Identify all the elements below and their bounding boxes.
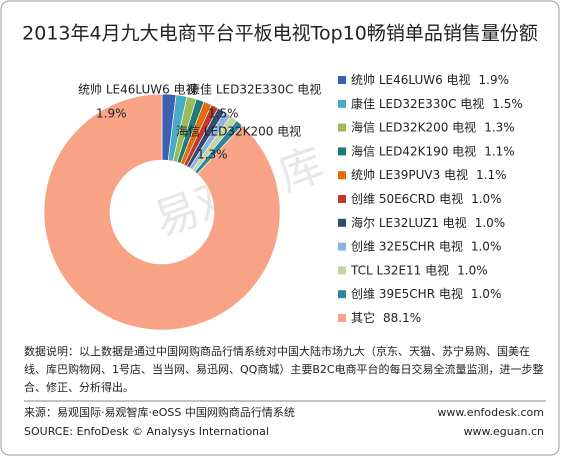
source: SOURCE: EnfoDesk © Analysys Internationa… [24,425,269,438]
legend-value: 1.1% [484,144,515,158]
chart-title: 2013年4月九大电商平台平板电视Top10畅销单品销售量份额 [22,23,538,45]
data-label: 康佳 LED32E330C 电视 [188,82,321,97]
legend-swatch [338,266,346,275]
legend-swatch [338,218,346,227]
source: 来源：易观国际·易观智库·eOSS 中国网购商品行情系统 [24,405,295,419]
legend-value: 1.0% [471,239,502,253]
legend-category: 统帅 LE46LUW6 电视 [351,72,471,87]
legend-category: 康佳 LED32E330C 电视 [351,95,484,110]
legend-label: 统帅 LE39PUV3 电视 1.1% [351,167,507,182]
legend-category: 海信 LED32K200 电视 [351,119,476,134]
legend-swatch [338,123,346,132]
legend-swatch [338,290,346,299]
legend-value: 1.0% [475,215,506,229]
legend-value: 88.1% [383,311,421,325]
legend-value: 1.1% [476,168,507,182]
legend-value: 1.5% [492,96,523,110]
legend-swatch [338,99,346,108]
note-line: 合、修正、分析得出。 [24,380,134,394]
legend-category: TCL L32E11 电视 [350,262,449,277]
legend-swatch [338,76,346,84]
legend-value: 1.3% [484,120,515,134]
legend-label: 其它 88.1% [351,310,421,325]
url: www.enfodesk.com [437,406,544,419]
legend-category: 海尔 LE32LUZ1 电视 [351,214,467,229]
legend-category: 海信 LED42K190 电视 [351,143,476,158]
legend-value: 1.0% [471,192,502,206]
legend-label: 创维 50E6CRD 电视 1.0% [351,191,502,206]
legend-swatch [338,147,346,156]
legend-label: TCL L32E11 电视 1.0% [350,262,488,277]
legend-category: 创维 39E5CHR 电视 [351,286,463,301]
note-line: 数据说明：以上数据是通过中国网购商品行情系统对中国大陆市场九大（京东、天猫、苏宁… [24,344,530,358]
legend-category: 创维 32E5CHR 电视 [351,238,463,253]
legend-category: 统帅 LE39PUV3 电视 [351,167,468,182]
donut-slice [43,93,281,331]
data-label: 1.9% [96,107,127,121]
note-line: 线、库巴购物网、1号店、当当网、易迅网、QQ商城）主要B2C电商平台的每日交易全… [24,362,544,376]
legend-label: 海信 LED42K190 电视 1.1% [351,143,515,158]
legend-value: 1.9% [479,73,510,87]
legend-swatch [338,171,346,180]
legend-label: 康佳 LED32E330C 电视 1.5% [351,95,523,110]
data-label: 1.3% [197,148,228,162]
legend-swatch [338,242,346,251]
legend-swatch [338,314,346,322]
legend-label: 创维 32E5CHR 电视 1.0% [351,238,501,253]
legend-label: 统帅 LE46LUW6 电视 1.9% [351,72,509,87]
data-label: 统帅 LE46LUW6 电视 [78,82,198,97]
legend-label: 海信 LED32K200 电视 1.3% [351,119,515,134]
url: www.eguan.cn [464,425,544,438]
legend-category: 其它 [351,310,375,325]
legend-category: 创维 50E6CRD 电视 [351,191,463,206]
legend-label: 海尔 LE32LUZ1 电视 1.0% [351,214,505,229]
legend-value: 1.0% [457,263,488,277]
data-label: 1.5% [208,107,239,121]
legend-label: 创维 39E5CHR 电视 1.0% [351,286,501,301]
legend-value: 1.0% [471,287,502,301]
legend-swatch [338,195,346,203]
data-label: 海信 LED32K200 电视 [176,124,301,139]
